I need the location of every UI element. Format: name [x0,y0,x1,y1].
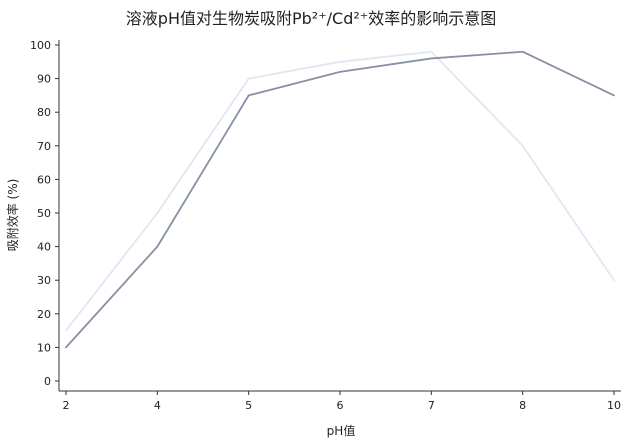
y-tick-label: 30 [37,274,51,287]
x-tick-label: 7 [428,399,435,412]
series-layer [65,50,615,349]
x-tick-label: 5 [245,399,252,412]
x-tick-label: 2 [63,399,70,412]
y-tick-label: 10 [37,341,51,354]
y-tick-label: 80 [37,106,51,119]
x-tick-label: 10 [607,399,621,412]
x-axis-ticks: 2 4 5 6 7 8 10 [63,391,621,412]
y-tick-label: 40 [37,241,51,254]
y-axis-title: 吸附效率 (%) [5,179,20,252]
y-tick-label: 90 [37,73,51,86]
y-tick-label: 100 [30,39,51,52]
y-tick-label: 60 [37,173,51,186]
x-tick-label: 4 [154,399,161,412]
y-tick-label: 50 [37,207,51,220]
y-tick-label: 70 [37,140,51,153]
x-tick-label: 8 [519,399,526,412]
x-axis-title: pH值 [327,423,356,438]
chart-title: 溶液pH值对生物炭吸附Pb²⁺/Cd²⁺效率的影响示意图 [126,9,496,28]
y-tick-label: 20 [37,308,51,321]
x-tick-label: 6 [337,399,344,412]
y-tick-label: 0 [44,375,51,388]
series-line-1 [65,50,615,349]
series-line-2 [65,50,615,332]
y-axis-ticks: 0 10 20 30 40 50 60 70 80 90 100 [30,39,59,388]
